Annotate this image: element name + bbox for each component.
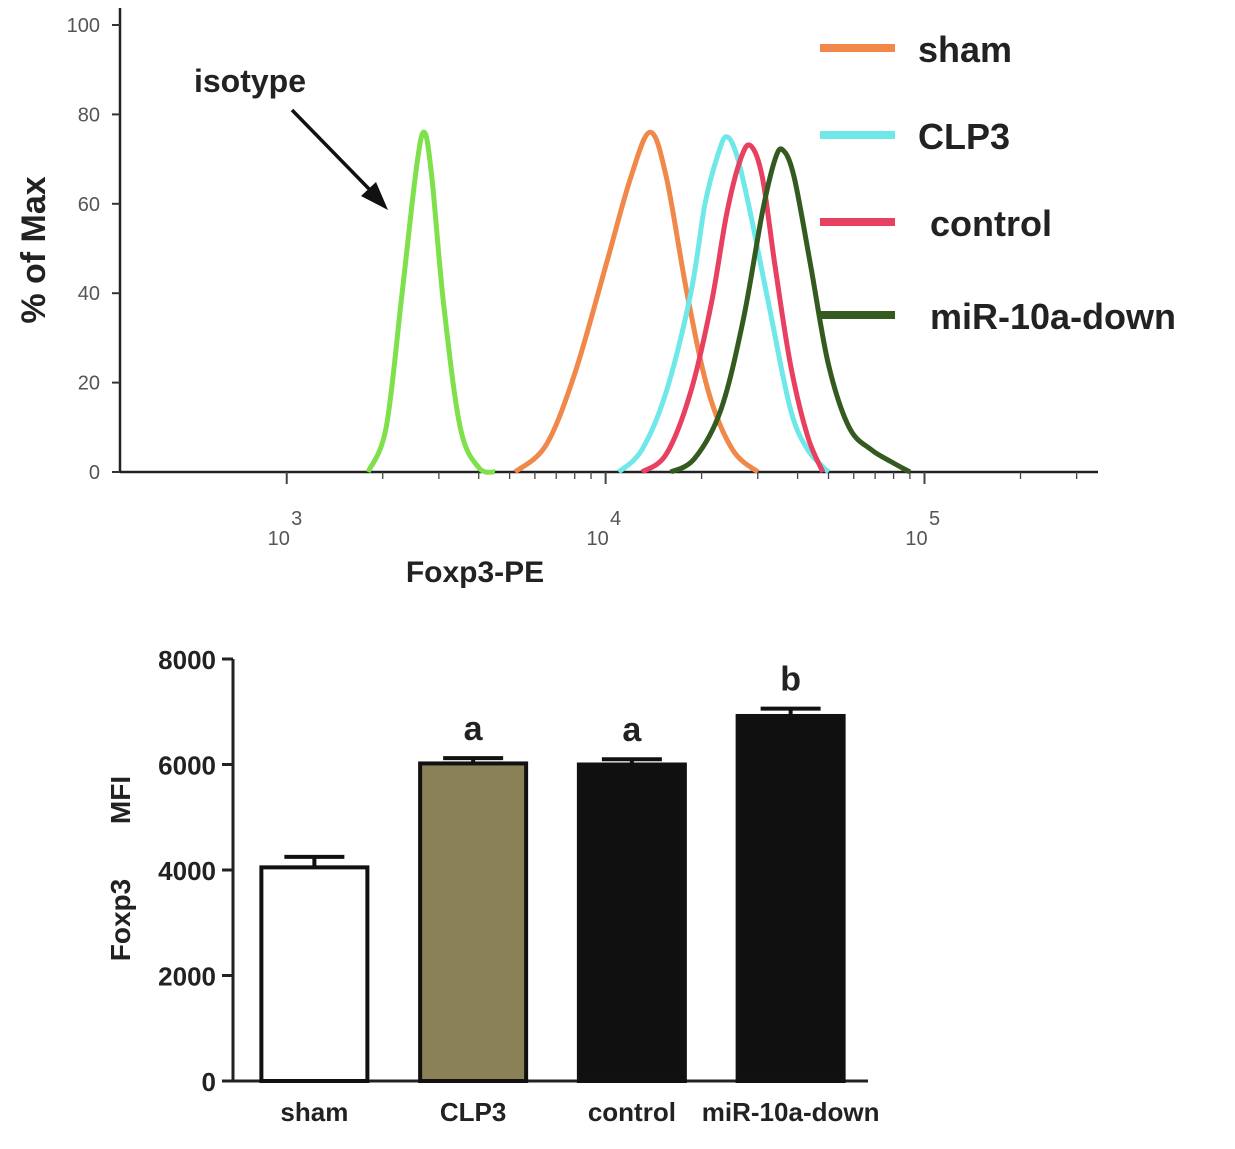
bar-y-tick-label: 2000	[158, 962, 216, 992]
bar-marks: sham a CLP3 a control b miR-10a-down	[259, 661, 880, 1127]
hist-curve-mir-10a-down	[669, 146, 912, 475]
legend-item-control: control	[820, 203, 1052, 244]
legend-item-sham: sham	[820, 29, 1012, 70]
bar-x-tick-label: CLP3	[440, 1097, 506, 1127]
hist-y-tick-label: 60	[78, 194, 100, 216]
hist-y-tick-label: 20	[78, 373, 100, 395]
bar-y-tick-label: 6000	[158, 751, 216, 781]
svg-text:4: 4	[610, 508, 621, 530]
bar-rect	[735, 713, 846, 1083]
legend-item-clp3: CLP3	[820, 116, 1010, 157]
bar-y-tick-label: 8000	[158, 645, 216, 675]
svg-text:10: 10	[905, 528, 927, 550]
hist-x-tick-label: 103	[268, 508, 303, 550]
bar-mir-10a-down: b miR-10a-down	[702, 661, 880, 1127]
bar-y-label-foxp3: Foxp3	[105, 879, 136, 961]
bar-y-tick-label: 0	[202, 1067, 216, 1097]
legend-item-mir-10a-down: miR-10a-down	[820, 296, 1176, 337]
hist-x-label: Foxp3-PE	[406, 556, 544, 589]
hist-y-ticks: 0 20 40 60 80 100	[67, 15, 120, 484]
bar-chart: 0 2000 4000 6000 8000 sham a CLP3 a control b miR-…	[105, 645, 879, 1127]
hist-legend: sham CLP3 control miR-10a-down	[820, 29, 1176, 337]
svg-text:3: 3	[291, 508, 302, 530]
bar-rect	[259, 865, 370, 1083]
significance-label: a	[464, 710, 484, 748]
bar-x-tick-label: sham	[280, 1097, 348, 1127]
legend-label: CLP3	[918, 116, 1010, 157]
bar-y-label-mfi: MFI	[105, 776, 136, 824]
isotype-arrow-head	[361, 182, 388, 210]
hist-curve-sham	[513, 129, 760, 474]
bar-y-tick-label: 4000	[158, 856, 216, 886]
svg-text:5: 5	[929, 508, 940, 530]
hist-x-tick-label: 104	[586, 508, 621, 550]
isotype-arrow-shaft	[290, 108, 374, 194]
legend-label: control	[930, 203, 1052, 244]
bar-x-tick-label: control	[588, 1097, 676, 1127]
hist-x-tick-label: 105	[905, 508, 940, 550]
bar-sham: sham	[259, 854, 370, 1127]
hist-curves	[365, 129, 912, 475]
bar-control: a control	[576, 711, 687, 1127]
bar-rect	[418, 761, 529, 1083]
bar-y-ticks: 0 2000 4000 6000 8000	[158, 645, 233, 1097]
svg-text:10: 10	[586, 528, 608, 550]
hist-y-tick-label: 80	[78, 104, 100, 126]
hist-curve-control	[640, 142, 826, 475]
hist-y-tick-label: 40	[78, 283, 100, 305]
svg-text:10: 10	[268, 528, 290, 550]
significance-label: b	[780, 661, 801, 699]
significance-label: a	[622, 711, 642, 749]
legend-label: sham	[918, 29, 1012, 70]
bar-clp3: a CLP3	[418, 710, 529, 1127]
bar-x-tick-label: miR-10a-down	[702, 1097, 880, 1127]
hist-curve-clp3	[617, 134, 831, 474]
isotype-annotation: isotype	[194, 63, 306, 99]
hist-curve-isotype	[365, 129, 496, 475]
hist-y-tick-label: 100	[67, 15, 100, 37]
hist-y-tick-label: 0	[89, 462, 100, 484]
legend-label: miR-10a-down	[930, 296, 1176, 337]
bar-rect	[576, 762, 687, 1083]
hist-y-label: % of Max	[15, 176, 53, 323]
